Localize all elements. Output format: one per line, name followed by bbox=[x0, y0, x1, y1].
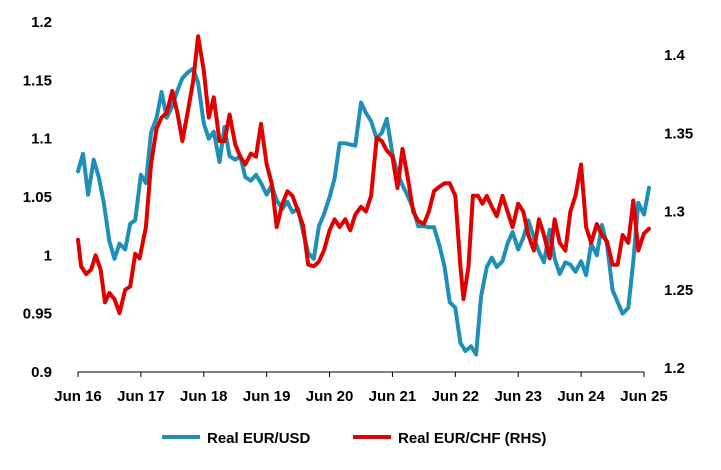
x-tick-label: Jun 17 bbox=[117, 388, 165, 405]
legend-label-eurchf: Real EUR/CHF (RHS) bbox=[398, 430, 546, 447]
y-right-tick-label: 1.4 bbox=[664, 47, 686, 64]
y-left-tick-label: 1.05 bbox=[23, 189, 52, 206]
x-tick-label: Jun 20 bbox=[306, 388, 354, 405]
x-tick-label: Jun 19 bbox=[243, 388, 291, 405]
legend: Real EUR/USD Real EUR/CHF (RHS) bbox=[162, 430, 546, 447]
x-tick-label: Jun 23 bbox=[494, 388, 542, 405]
y-left-tick-label: 1.15 bbox=[23, 72, 52, 89]
x-tick-label: Jun 18 bbox=[180, 388, 228, 405]
x-axis-line bbox=[77, 371, 645, 377]
series-line-eurchf bbox=[76, 34, 651, 316]
y-right-tick-label: 1.25 bbox=[664, 282, 693, 299]
legend-label-eurusd: Real EUR/USD bbox=[207, 430, 311, 447]
y-left-tick-label: 1.1 bbox=[31, 131, 52, 148]
y-axis-left: 0.9 0.95 1 1.05 1.1 1.15 1.2 bbox=[23, 14, 52, 381]
x-tick-label: Jun 21 bbox=[369, 388, 417, 405]
y-left-tick-label: 1.2 bbox=[31, 14, 52, 31]
y-right-tick-label: 1.35 bbox=[664, 125, 693, 142]
y-right-tick-label: 1.3 bbox=[664, 204, 685, 221]
x-tick-label: Jun 22 bbox=[432, 388, 480, 405]
y-left-tick-label: 0.9 bbox=[31, 364, 52, 381]
y-axis-right: 1.2 1.25 1.3 1.35 1.4 bbox=[664, 47, 693, 377]
y-right-tick-label: 1.2 bbox=[664, 360, 685, 377]
y-left-tick-label: 0.95 bbox=[23, 306, 52, 323]
x-axis: Jun 16 Jun 17 Jun 18 Jun 19 Jun 20 Jun 21 Jun … bbox=[54, 388, 668, 405]
x-tick-label: Jun 25 bbox=[620, 388, 668, 405]
series-layer bbox=[76, 34, 651, 357]
x-tick-label: Jun 16 bbox=[54, 388, 102, 405]
y-left-tick-label: 1 bbox=[44, 247, 52, 264]
x-tick-label: Jun 24 bbox=[557, 388, 605, 405]
